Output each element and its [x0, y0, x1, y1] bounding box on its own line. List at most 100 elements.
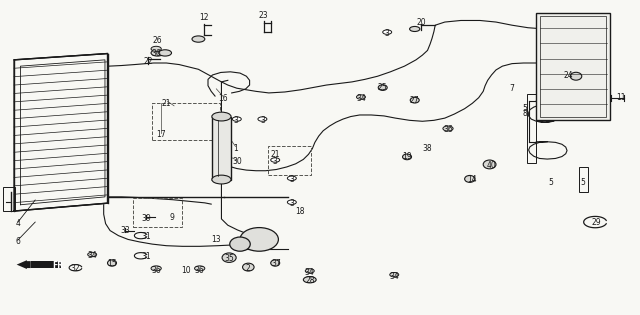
Text: 16: 16 — [218, 94, 228, 103]
Text: 17: 17 — [156, 130, 166, 139]
Bar — [31, 261, 61, 268]
Text: 21: 21 — [162, 99, 171, 108]
Text: 24: 24 — [563, 71, 573, 80]
Text: 3: 3 — [260, 116, 265, 125]
Bar — [527, 94, 536, 163]
Text: FR.: FR. — [52, 261, 66, 270]
Bar — [579, 167, 588, 192]
Ellipse shape — [403, 154, 412, 160]
Ellipse shape — [465, 175, 475, 182]
Text: 29: 29 — [591, 218, 602, 226]
Text: 3: 3 — [289, 199, 294, 208]
Text: 11: 11 — [616, 93, 625, 102]
Circle shape — [258, 117, 267, 121]
Circle shape — [287, 200, 296, 204]
Text: 34: 34 — [87, 251, 97, 260]
Bar — [133, 198, 182, 227]
Text: 35: 35 — [224, 255, 234, 263]
Text: 21: 21 — [271, 150, 280, 159]
Text: 1: 1 — [233, 144, 238, 152]
Text: 4: 4 — [15, 219, 20, 228]
Text: 37: 37 — [271, 260, 282, 268]
Ellipse shape — [222, 253, 236, 262]
Text: 8: 8 — [522, 109, 527, 118]
Text: 27: 27 — [410, 96, 420, 105]
Ellipse shape — [240, 227, 278, 251]
Text: 3: 3 — [233, 116, 238, 125]
Bar — [540, 16, 606, 117]
Text: 31: 31 — [141, 232, 151, 241]
Text: 7: 7 — [509, 84, 515, 93]
Bar — [212, 117, 231, 180]
Text: 36: 36 — [151, 266, 161, 275]
Text: 6: 6 — [15, 238, 20, 246]
Circle shape — [195, 266, 205, 271]
Text: 20: 20 — [416, 18, 426, 26]
Circle shape — [303, 277, 316, 283]
Circle shape — [151, 266, 161, 271]
Text: 3: 3 — [273, 157, 278, 166]
Text: 34: 34 — [356, 94, 366, 103]
Circle shape — [151, 46, 161, 51]
Text: 2: 2 — [246, 264, 251, 273]
Circle shape — [356, 95, 365, 99]
Circle shape — [443, 126, 453, 131]
Text: 34: 34 — [389, 272, 399, 281]
Circle shape — [151, 50, 164, 56]
Text: 33: 33 — [120, 226, 130, 235]
Text: 40: 40 — [486, 161, 497, 170]
Text: 30: 30 — [232, 157, 242, 166]
Text: 5: 5 — [522, 104, 527, 113]
Text: 23: 23 — [259, 11, 269, 20]
Text: 3: 3 — [385, 29, 390, 37]
Ellipse shape — [378, 85, 387, 90]
Text: 14: 14 — [467, 175, 477, 184]
Bar — [3, 187, 15, 211]
Circle shape — [383, 30, 392, 34]
Text: 36: 36 — [195, 266, 205, 275]
Ellipse shape — [212, 175, 231, 184]
Text: 31: 31 — [141, 252, 151, 261]
Text: 19: 19 — [402, 152, 412, 161]
Text: 13: 13 — [211, 235, 221, 244]
Circle shape — [271, 158, 280, 162]
Ellipse shape — [108, 260, 116, 266]
Text: 9: 9 — [169, 213, 174, 222]
Bar — [152, 103, 220, 140]
Ellipse shape — [230, 237, 250, 251]
Text: 28: 28 — [305, 277, 314, 285]
Ellipse shape — [271, 260, 280, 266]
Text: 5: 5 — [548, 178, 553, 187]
Text: 5: 5 — [580, 178, 585, 187]
Circle shape — [305, 269, 314, 273]
Circle shape — [192, 36, 205, 42]
Text: 39: 39 — [141, 215, 151, 223]
Ellipse shape — [212, 112, 231, 121]
Bar — [268, 146, 311, 175]
FancyArrow shape — [17, 260, 31, 269]
Text: 36: 36 — [151, 49, 161, 58]
Text: 38: 38 — [422, 144, 433, 153]
Text: 32: 32 — [70, 264, 81, 273]
Circle shape — [159, 50, 172, 56]
Text: 10: 10 — [180, 266, 191, 275]
Circle shape — [88, 252, 97, 257]
Text: 34: 34 — [305, 268, 315, 277]
Text: 15: 15 — [107, 260, 117, 268]
Circle shape — [390, 272, 399, 277]
Text: 26: 26 — [152, 37, 163, 45]
Ellipse shape — [410, 97, 419, 103]
Text: 12: 12 — [199, 13, 208, 22]
Ellipse shape — [483, 160, 496, 169]
Text: 36: 36 — [443, 125, 453, 134]
Text: 25: 25 — [378, 83, 388, 92]
Ellipse shape — [243, 263, 254, 271]
Text: 18: 18 — [295, 207, 304, 215]
Bar — [536, 13, 610, 120]
Circle shape — [232, 117, 241, 121]
Text: 3: 3 — [289, 175, 294, 184]
Circle shape — [287, 176, 296, 180]
Text: 22: 22 — [144, 57, 153, 66]
Circle shape — [410, 26, 420, 32]
Ellipse shape — [570, 72, 582, 80]
